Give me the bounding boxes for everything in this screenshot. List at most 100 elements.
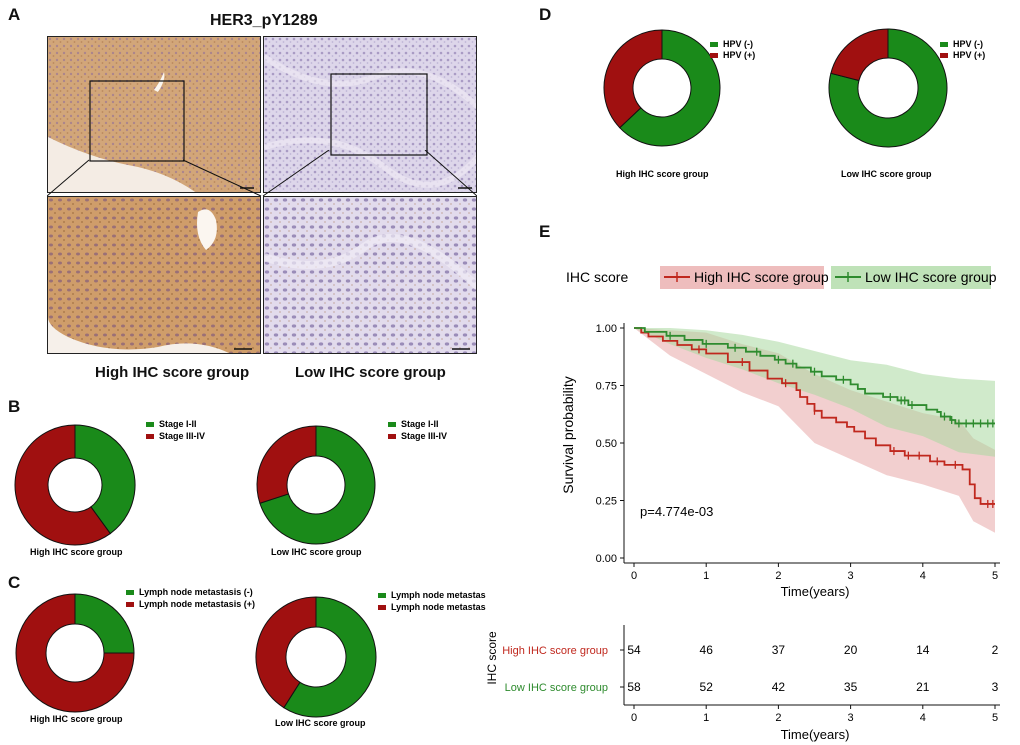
km-y-axis-label: Survival probability xyxy=(560,376,576,494)
donut-slice-b-high-green xyxy=(74,424,136,535)
donut-d-high xyxy=(603,29,721,147)
risk-cell: 21 xyxy=(916,680,930,694)
km-y-tick-label: 1.00 xyxy=(596,323,617,335)
panel-e-letter: E xyxy=(539,222,551,241)
tissue-low-overview xyxy=(263,36,477,193)
risk-cell: 2 xyxy=(992,643,999,657)
legend-d-high-swatch-2 xyxy=(710,53,718,58)
km-x-axis-label: Time(years) xyxy=(781,584,850,599)
legend-c-high-label-1: Lymph node metastasis (-) xyxy=(139,587,253,597)
legend-b-high-swatch-1 xyxy=(146,422,154,427)
donut-d-low-caption: Low IHC score group xyxy=(841,169,932,179)
donut-c-high-caption: High IHC score group xyxy=(30,714,123,724)
legend-b-high-label-2: Stage III-IV xyxy=(159,431,205,441)
legend-c-low-label-1: Lymph node metastas xyxy=(391,590,486,600)
km-legend-title: IHC score xyxy=(566,269,628,285)
risk-x-tick-label: 1 xyxy=(703,712,709,724)
risk-x-tick-label: 5 xyxy=(992,712,998,724)
donut-slice-c-low-green xyxy=(283,596,377,718)
risk-cell: 35 xyxy=(844,680,858,694)
km-legend-low-bg xyxy=(831,266,991,289)
panel-a-high-label: High IHC score group xyxy=(95,364,250,381)
panel-b: Stage I-II Stage III-IV Stage I-II Stage… xyxy=(14,419,447,557)
donut-slice-d-high-red xyxy=(603,29,663,129)
risk-x-axis-label: Time(years) xyxy=(781,727,850,742)
legend-d-low-swatch-2 xyxy=(940,53,948,58)
donut-slice-d-high-green xyxy=(619,29,721,147)
panel-e: IHC score High IHC score group Low IHC s… xyxy=(485,266,1000,742)
legend-b-low-swatch-2 xyxy=(388,434,396,439)
panel-a-letter: A xyxy=(8,5,21,24)
risk-table: 54 46 37 20 14 2 58 52 42 35 21 3 0 1 2 3 4 5 xyxy=(620,625,1000,724)
km-x-tick-label: 1 xyxy=(703,570,709,582)
km-x-tick-label: 2 xyxy=(775,570,781,582)
legend-d-low-label-1: HPV (-) xyxy=(953,39,983,49)
donut-slice-b-high-red xyxy=(14,424,111,546)
km-pvalue: p=4.774e-03 xyxy=(640,504,713,519)
panel-c-letter: C xyxy=(8,573,21,592)
her3-title: HER3_pY1289 xyxy=(210,12,318,29)
zoom-connector-lines xyxy=(47,150,477,197)
legend-c-high-label-2: Lymph node metastasis (+) xyxy=(139,599,255,609)
risk-x-tick-label: 0 xyxy=(631,712,637,724)
legend-b-low-label-1: Stage I-II xyxy=(401,419,439,429)
risk-row-high-label: High IHC score group xyxy=(502,645,608,657)
risk-cell: 14 xyxy=(916,643,930,657)
donut-b-high-caption: High IHC score group xyxy=(30,547,123,557)
legend-d-high-label-2: HPV (+) xyxy=(723,50,755,60)
donut-b-low-caption: Low IHC score group xyxy=(271,547,362,557)
km-curve-high xyxy=(634,327,995,505)
donut-slice-c-high-red xyxy=(15,593,135,713)
km-y-tick-label: 0.00 xyxy=(596,553,617,565)
risk-cell: 37 xyxy=(772,643,786,657)
legend-b-high-swatch-2 xyxy=(146,434,154,439)
km-y-tick-label: 0.25 xyxy=(596,496,617,508)
risk-cell: 54 xyxy=(627,643,641,657)
km-x-tick-label: 4 xyxy=(920,570,926,582)
donut-slice-d-low-green xyxy=(828,28,948,148)
risk-cell: 58 xyxy=(627,680,641,694)
km-x-tick-label: 3 xyxy=(848,570,854,582)
risk-cell: 46 xyxy=(700,643,714,657)
risk-x-tick-label: 4 xyxy=(920,712,926,724)
donut-c-low-caption: Low IHC score group xyxy=(275,718,366,728)
legend-c-high-swatch-2 xyxy=(126,602,134,607)
km-ci-band-high xyxy=(634,328,995,533)
km-legend-high-bg xyxy=(660,266,824,289)
donut-slice-d-low-red xyxy=(830,28,889,82)
donut-c-high xyxy=(15,593,135,713)
legend-b-low-label-2: Stage III-IV xyxy=(401,431,447,441)
tissue-high-zoom xyxy=(47,196,261,354)
km-x-tick-label: 5 xyxy=(992,570,998,582)
tissue-high-overview xyxy=(47,36,261,193)
km-x-tick-label: 0 xyxy=(631,570,637,582)
km-y-tick-label: 0.75 xyxy=(596,381,617,393)
risk-cell: 3 xyxy=(992,680,999,694)
legend-c-low-label-2: Lymph node metastas xyxy=(391,602,486,612)
legend-d-low-label-2: HPV (+) xyxy=(953,50,985,60)
donut-c-low xyxy=(255,596,377,718)
legend-c-low-swatch-2 xyxy=(378,605,386,610)
tissue-low-zoom xyxy=(263,196,477,354)
donut-b-high xyxy=(14,424,136,546)
legend-b-high-label-1: Stage I-II xyxy=(159,419,197,429)
donut-b-low xyxy=(256,425,376,545)
legend-c-low-swatch-1 xyxy=(378,593,386,598)
risk-x-tick-label: 2 xyxy=(775,712,781,724)
risk-cell: 52 xyxy=(700,680,714,694)
km-legend-low-label: Low IHC score group xyxy=(865,269,997,285)
donut-d-low xyxy=(828,28,948,148)
donut-d-high-caption: High IHC score group xyxy=(616,169,709,179)
panel-d-letter: D xyxy=(539,5,552,24)
donut-slice-c-high-green xyxy=(74,593,135,654)
legend-c-high-swatch-1 xyxy=(126,590,134,595)
risk-cell: 20 xyxy=(844,643,858,657)
km-ci-band-low xyxy=(634,328,995,457)
risk-row-low-label: Low IHC score group xyxy=(505,682,608,694)
km-plot-area: 0.00 0.25 0.50 0.75 1.00 0 1 2 3 4 5 xyxy=(596,323,1000,582)
legend-d-high-label-1: HPV (-) xyxy=(723,39,753,49)
panel-a-low-label: Low IHC score group xyxy=(295,364,446,381)
km-legend-high-label: High IHC score group xyxy=(694,269,829,285)
risk-table-title: IHC score xyxy=(485,631,499,685)
donut-slice-c-low-red xyxy=(255,596,317,709)
